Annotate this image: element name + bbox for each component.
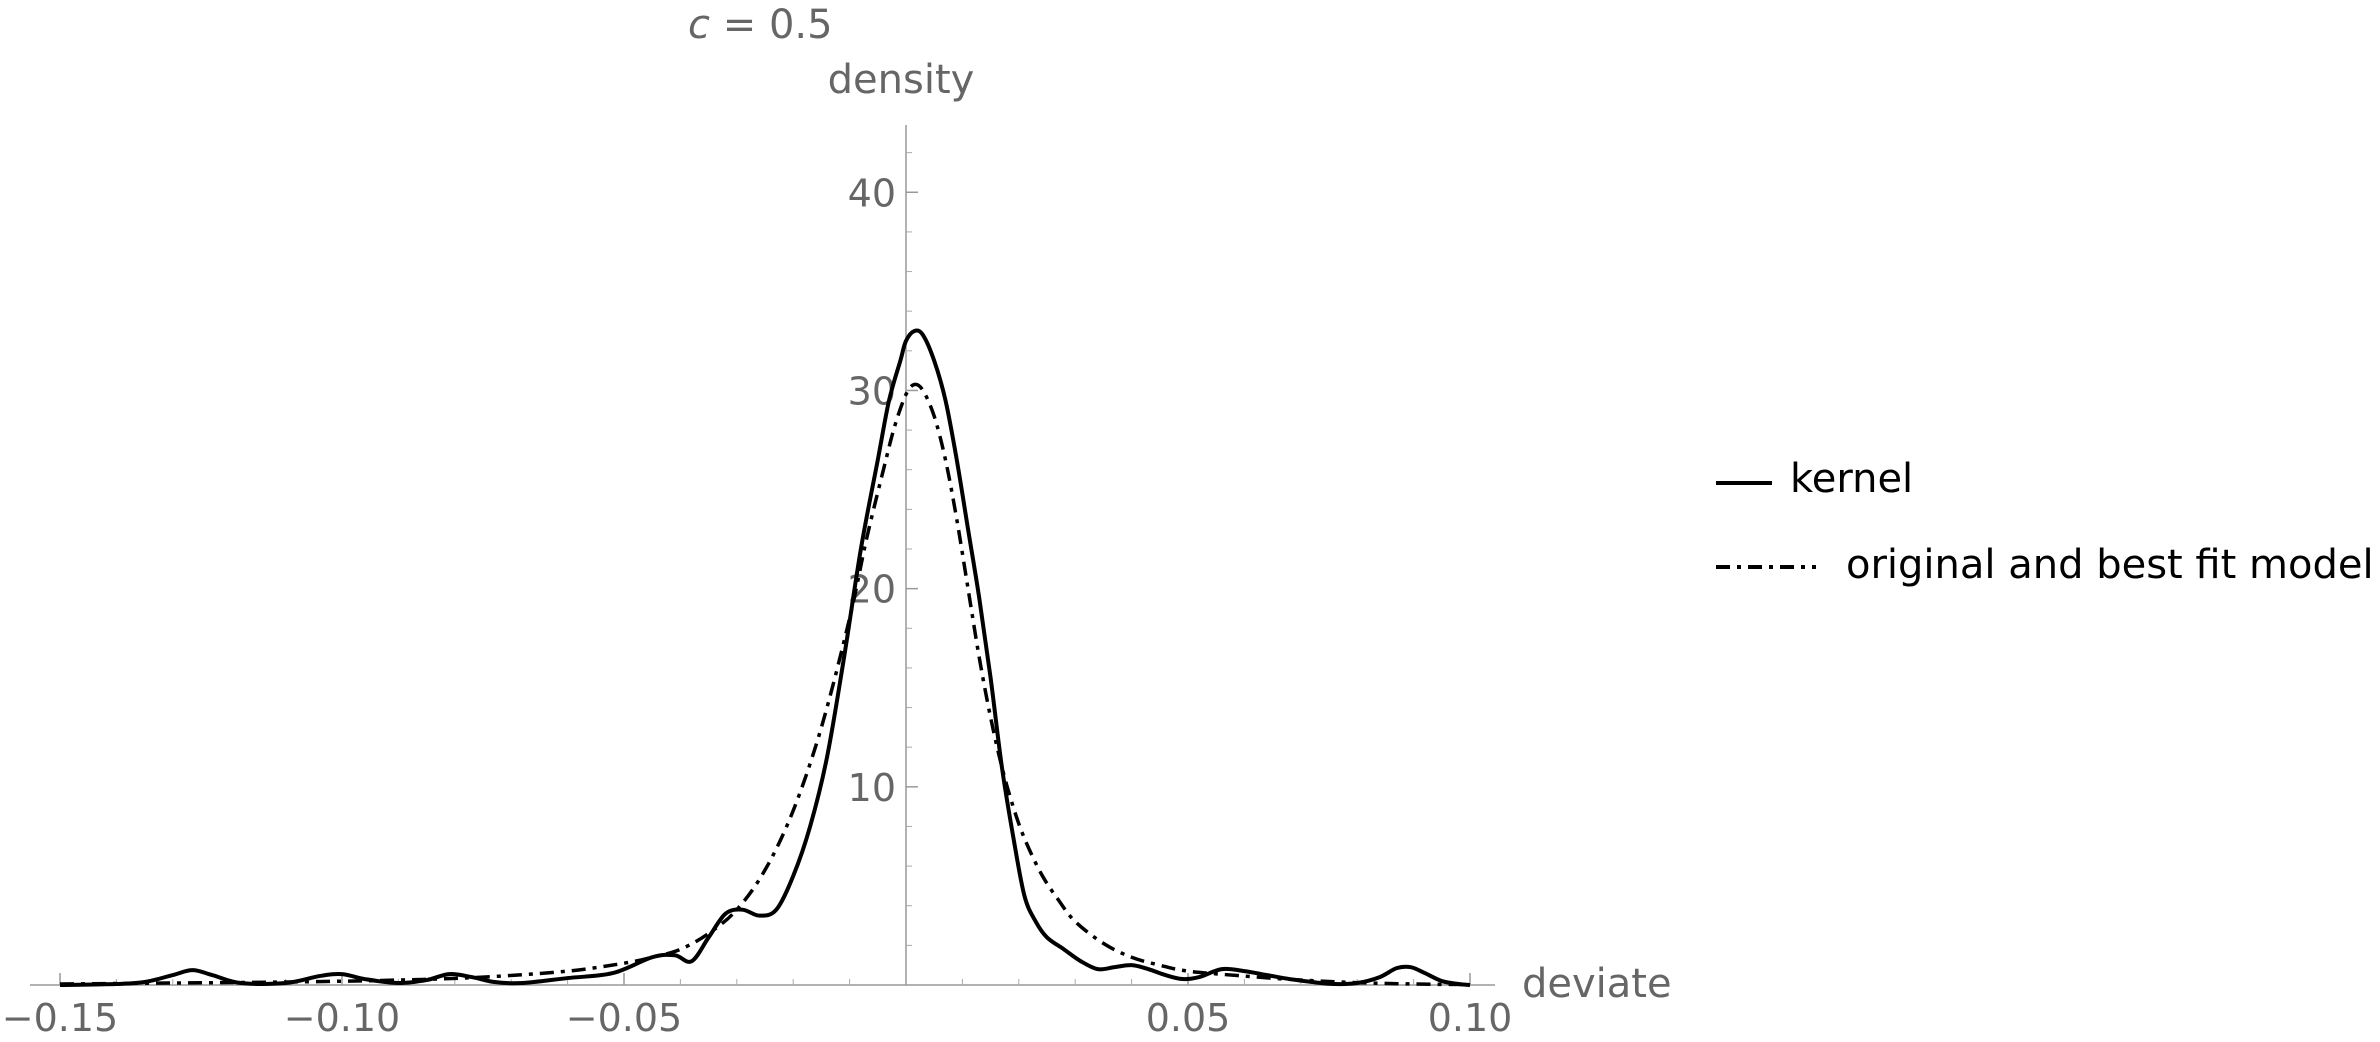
y-tick-label: 40	[848, 171, 896, 215]
chart-title-text: c = 0.5	[688, 2, 833, 48]
y-axis-label: density	[828, 57, 975, 103]
x-tick-label: −0.05	[566, 996, 682, 1040]
series-layer	[59, 328, 1471, 987]
chart-title-italic: c	[688, 2, 710, 48]
x-axis-label: deviate	[1522, 961, 1672, 1007]
legend-label-kernel: kernel	[1790, 456, 1913, 502]
legend-label-model: original and best fit model	[1846, 542, 2374, 588]
legend: kernel original and best fit model	[1716, 456, 2374, 588]
y-tick-label: 10	[848, 766, 896, 810]
legend-item-kernel: kernel	[1716, 456, 1913, 502]
chart-title-rest: = 0.5	[710, 2, 833, 48]
x-tick-label: 0.10	[1428, 996, 1513, 1040]
axes: density deviate	[30, 57, 1672, 1007]
x-tick-label: −0.10	[284, 996, 400, 1040]
series-line-kernel	[59, 328, 1471, 987]
legend-item-model: original and best fit model	[1716, 542, 2374, 588]
x-tick-label: 0.05	[1146, 996, 1231, 1040]
chart-title: c = 0.5	[688, 2, 833, 48]
x-tick-label: −0.15	[2, 996, 118, 1040]
series-line-model	[59, 382, 1471, 987]
